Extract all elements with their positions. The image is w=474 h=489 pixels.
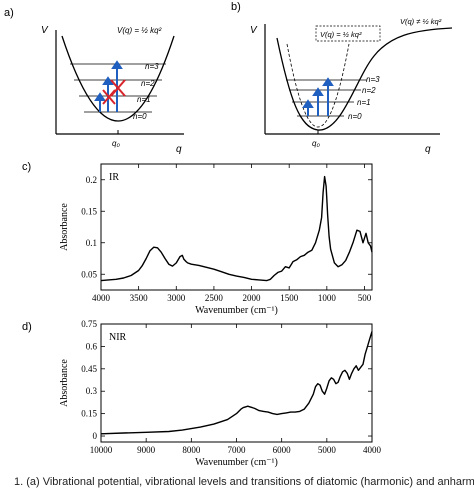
nir-series-line <box>100 331 373 435</box>
panel-b-harmonic-label: V(q) = ½ kq² <box>320 30 362 39</box>
nir-x-tick-label: 9000 <box>137 445 156 455</box>
panel-b-anharmonic-well <box>276 27 453 131</box>
panel-a-q-axis-label: q <box>176 144 182 155</box>
panel-a-q0-label: q₀ <box>112 139 120 148</box>
panel-b-harmonic-label-box <box>315 25 381 42</box>
ir-x-tick-label: 1500 <box>280 293 299 303</box>
ir-annotation: IR <box>109 172 119 183</box>
ir-x-tick-label: 2500 <box>205 293 224 303</box>
nir-x-tick-label: 4000 <box>363 445 382 455</box>
nir-annotation: NIR <box>109 332 127 343</box>
ir-x-tick-label: 500 <box>358 293 372 303</box>
nir-y-tick-label: 0.75 <box>81 319 97 329</box>
nir-x-tick-label: 5000 <box>318 445 337 455</box>
panel-b-label: b) <box>231 1 241 13</box>
panel-b: b) V q V(q) = ½ kq² V(q) ≠ ½ kq² n=3 n=2… <box>231 1 453 155</box>
panel-a-harmonic-well <box>61 35 175 122</box>
ir-x-tick-label: 4000 <box>92 293 111 303</box>
panel-a-level-label: n=1 <box>137 95 151 104</box>
panel-a-level-label: n=3 <box>145 62 159 71</box>
nir-x-tick-label: 10000 <box>90 445 113 455</box>
ir-chart: 4000 3500 3000 2500 2000 1500 1000 500 0.05 0.1 0.… <box>59 163 373 316</box>
nir-chart: 10000 9000 8000 7000 6000 5000 4000 0 0.15 0.3 0.4… <box>59 319 382 468</box>
panel-b-transition-arrows <box>302 77 334 116</box>
panel-b-level-label: n=3 <box>366 75 380 84</box>
ir-series-line <box>100 175 373 282</box>
nir-y-tick-label: 0 <box>93 431 98 441</box>
panel-a-label: a) <box>4 7 14 19</box>
panel-b-v-axis-label: V <box>250 25 258 36</box>
panel-b-anharmonic-label: V(q) ≠ ½ kq² <box>400 17 442 26</box>
panel-b-q0-label: q₀ <box>312 139 320 148</box>
nir-y-tick-label: 0.45 <box>81 364 97 374</box>
ir-x-tick-label: 3000 <box>167 293 186 303</box>
nir-plot-frame <box>100 323 373 443</box>
panel-b-q-axis-label: q <box>425 144 431 155</box>
panel-a-v-axis-label: V <box>41 25 49 36</box>
panel-d-label: d) <box>22 321 32 333</box>
nir-x-axis-label: Wavenumber (cm⁻¹) <box>195 457 278 468</box>
panel-b-level-label: n=2 <box>362 86 376 95</box>
ir-y-axis-label: Absorbance <box>59 203 70 251</box>
panel-a-level-label: n=2 <box>141 79 155 88</box>
ir-y-tick-label: 0.2 <box>86 175 97 185</box>
ir-y-tick-label: 0.05 <box>81 269 97 279</box>
ir-x-tick-label: 1000 <box>318 293 337 303</box>
nir-x-tick-label: 7000 <box>228 445 247 455</box>
panel-a-potential-label: V(q) = ½ kq² <box>117 26 162 35</box>
panel-b-level-label: n=0 <box>348 112 362 121</box>
nir-y-axis-label: Absorbance <box>59 359 70 407</box>
panel-a-level-label: n=0 <box>133 112 147 121</box>
ir-x-tick-label: 3500 <box>130 293 149 303</box>
ir-y-tick-label: 0.1 <box>86 238 97 248</box>
nir-y-tick-label: 0.6 <box>86 341 98 351</box>
ir-x-tick-label: 2000 <box>243 293 262 303</box>
nir-y-tick-label: 0.15 <box>81 409 97 419</box>
figure-caption: 1. (a) Vibrational potential, vibrationa… <box>14 476 474 488</box>
panel-a-forbidden-cross-icon <box>102 79 126 105</box>
panel-b-level-label: n=1 <box>357 98 371 107</box>
nir-x-tick-label: 8000 <box>182 445 201 455</box>
nir-y-tick-label: 0.3 <box>86 386 98 396</box>
panel-c-label: c) <box>22 161 31 173</box>
ir-x-axis-label: Wavenumber (cm⁻¹) <box>195 305 278 316</box>
nir-x-tick-label: 6000 <box>273 445 292 455</box>
panel-a: a) V q V(q) = ½ kq² n=3 n=2 n=1 n=0 q₀ <box>4 7 184 155</box>
ir-y-tick-label: 0.15 <box>81 206 97 216</box>
ir-plot-frame <box>100 163 373 291</box>
